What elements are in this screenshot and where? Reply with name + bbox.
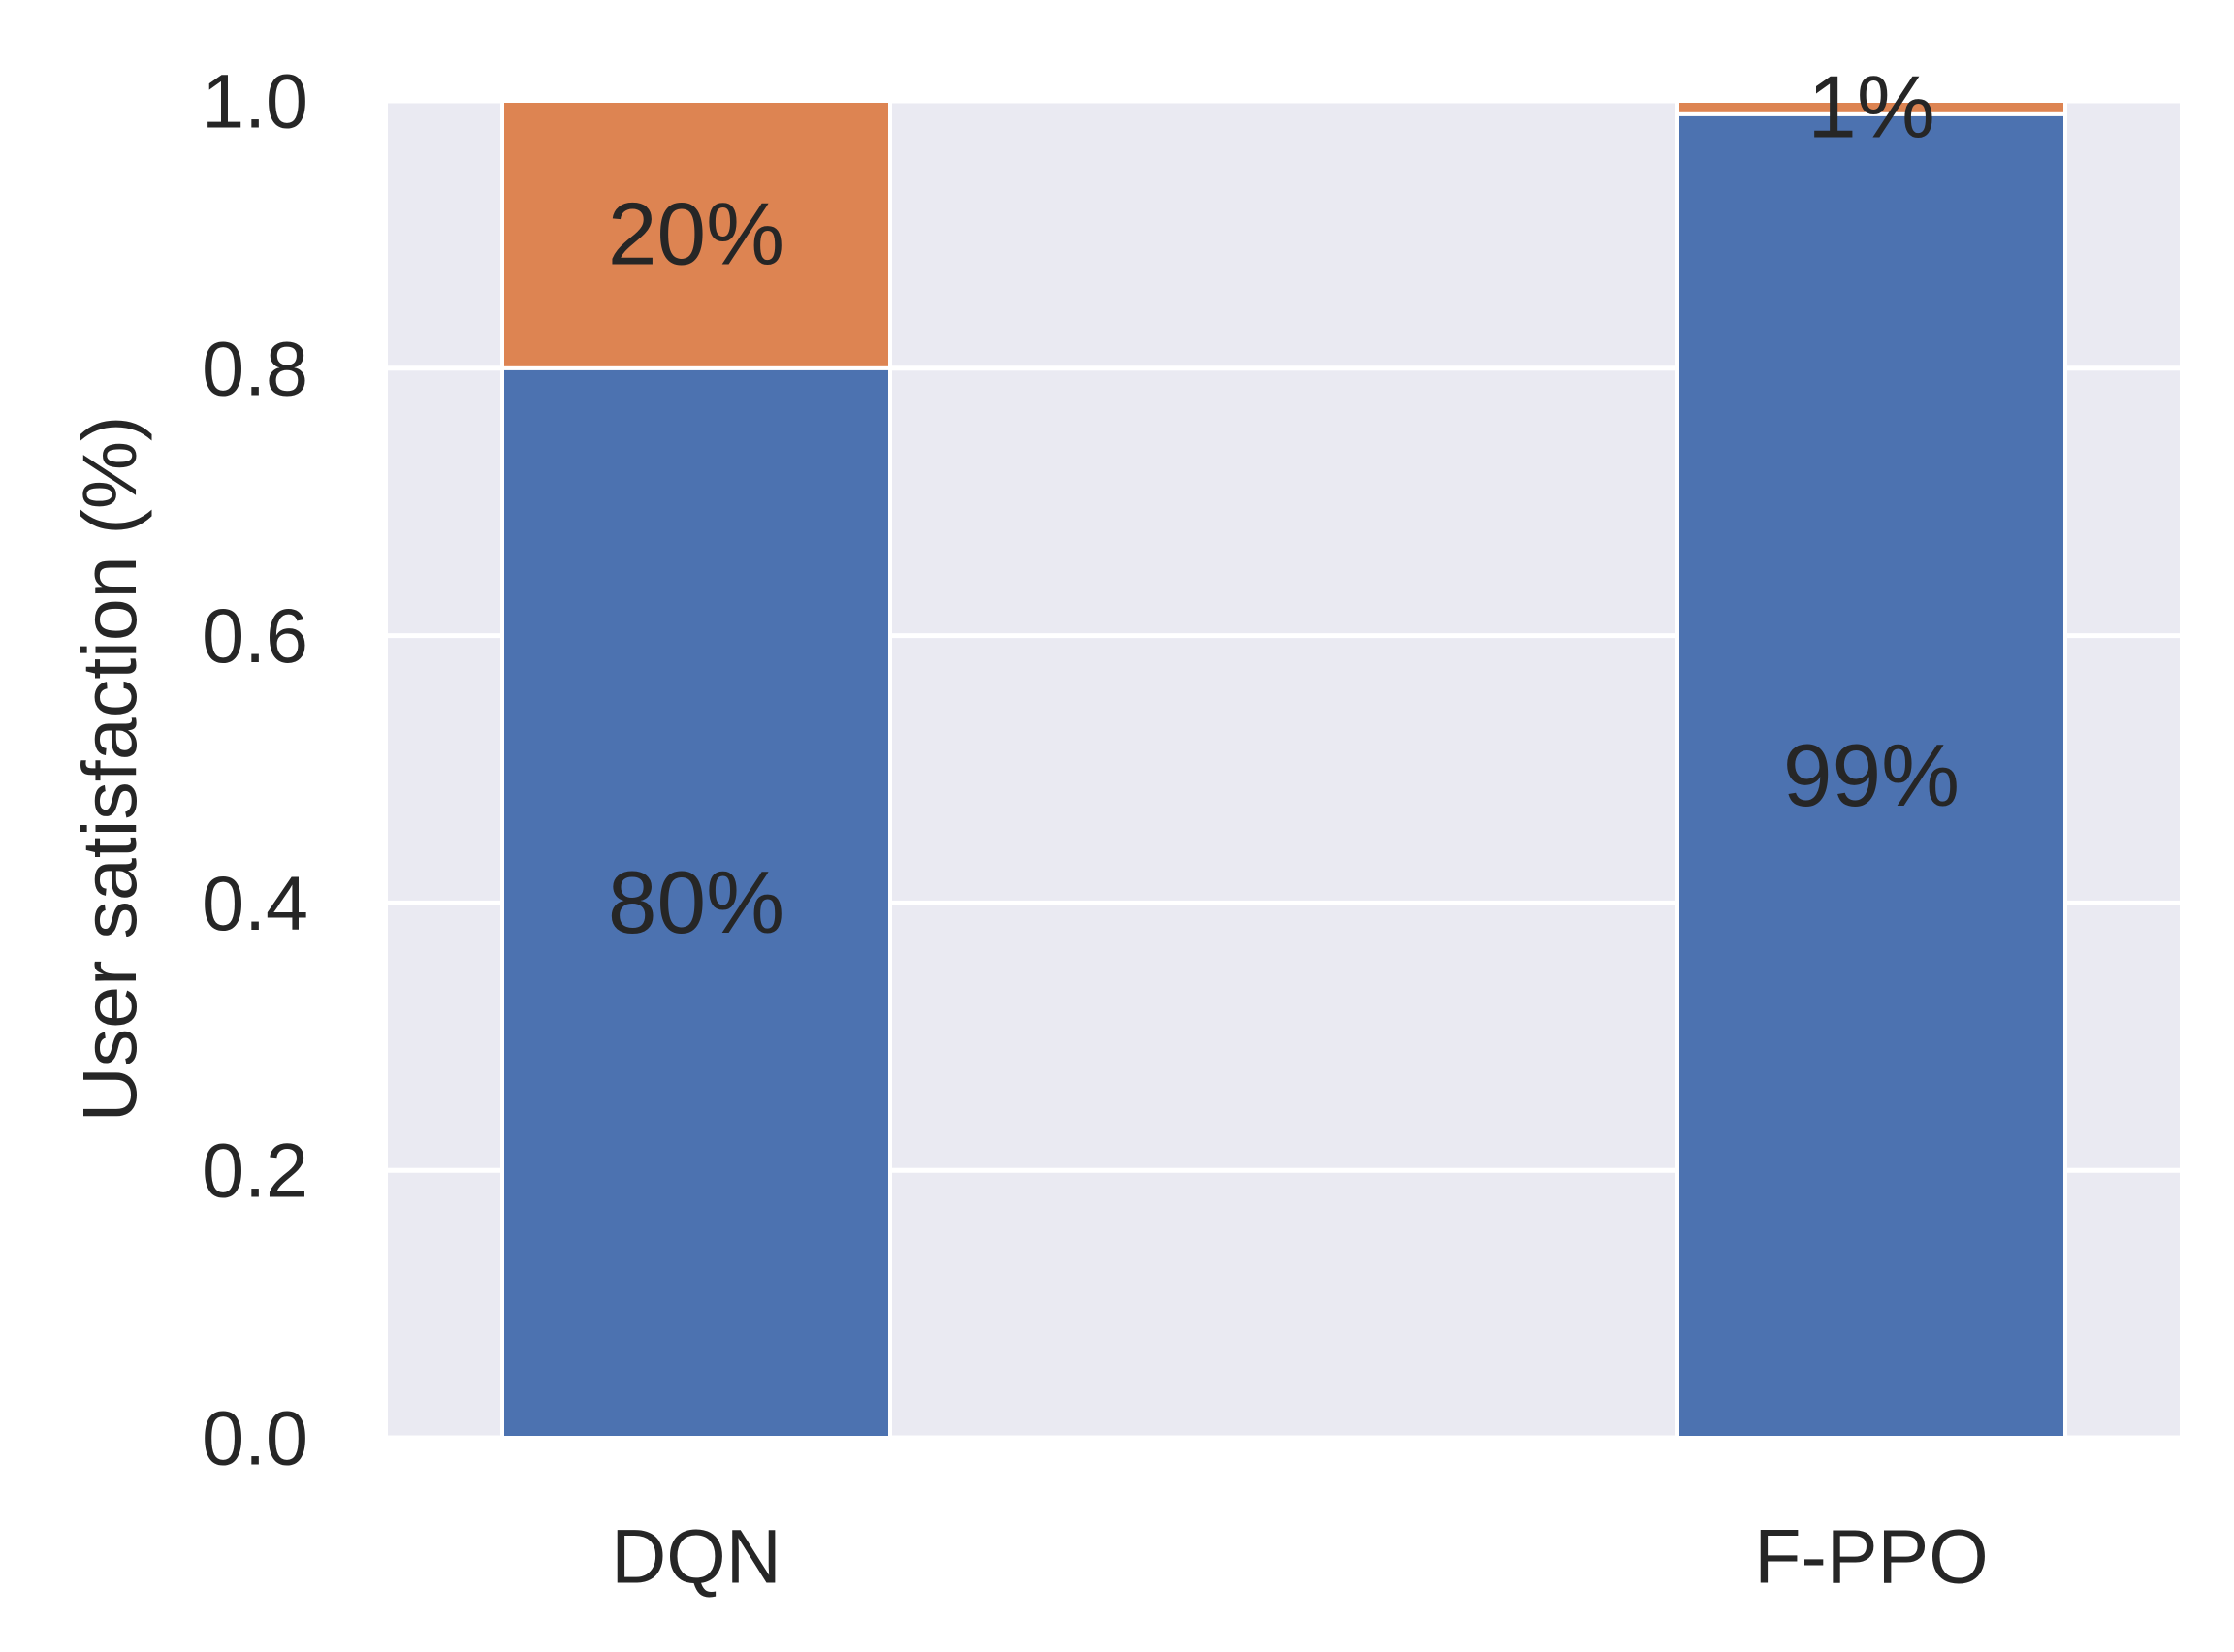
bar-segment-dqn-0 bbox=[500, 365, 892, 1440]
y-tick-label: 0.4 bbox=[202, 860, 308, 946]
bars bbox=[500, 99, 2067, 1440]
bar-labels: 80% 20% 99% 1% bbox=[608, 58, 1960, 952]
y-axis-label: User satisfaction (%) bbox=[66, 416, 152, 1123]
x-tick-label: DQN bbox=[611, 1513, 782, 1600]
y-tick-label: 0.2 bbox=[202, 1128, 308, 1214]
bar-segment-f-ppo-1 bbox=[1676, 99, 2067, 116]
bar-segment-dqn-1 bbox=[500, 99, 892, 370]
y-tick-label: 0.6 bbox=[202, 592, 308, 679]
y-tick-label: 0.0 bbox=[202, 1395, 308, 1481]
bar-segment-f-ppo-0 bbox=[1676, 111, 2067, 1440]
y-tick-labels: 0.0 0.2 0.4 0.6 0.8 1.0 bbox=[202, 58, 308, 1481]
bar-label-dqn-0: 80% bbox=[608, 854, 784, 952]
x-tick-labels: DQN F-PPO bbox=[611, 1513, 1988, 1600]
bar-label-dqn-1: 20% bbox=[608, 185, 784, 283]
bar-label-f-ppo-0: 99% bbox=[1783, 727, 1960, 825]
y-tick-label: 1.0 bbox=[202, 58, 308, 144]
y-tick-label: 0.8 bbox=[202, 325, 308, 411]
bar-label-f-ppo-1: 1% bbox=[1807, 58, 1935, 156]
x-tick-label: F-PPO bbox=[1754, 1513, 1988, 1600]
